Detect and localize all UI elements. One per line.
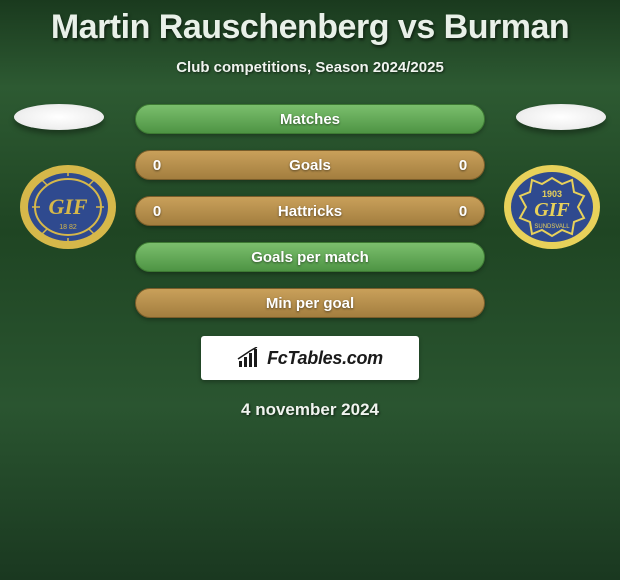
brand-text: FcTables.com xyxy=(267,348,383,369)
row-label: Hattricks xyxy=(278,203,342,220)
svg-text:GIF: GIF xyxy=(48,194,87,219)
row-right-value: 0 xyxy=(456,157,470,174)
svg-text:SUNDSVALL: SUNDSVALL xyxy=(534,224,570,230)
player-right-spot xyxy=(516,104,606,130)
brand-box: FcTables.com xyxy=(201,336,419,380)
subtitle: Club competitions, Season 2024/2025 xyxy=(0,59,620,76)
crest-left-icon: GIF 18 82 xyxy=(18,164,118,250)
club-crest-left: GIF 18 82 xyxy=(18,164,118,250)
player-left-spot xyxy=(14,104,104,130)
date-label: 4 november 2024 xyxy=(0,400,620,420)
row-matches: Matches xyxy=(135,104,485,134)
row-label: Goals per match xyxy=(251,249,369,266)
row-goals: 0 Goals 0 xyxy=(135,150,485,180)
bars-icon xyxy=(237,347,263,369)
row-goals-per-match: Goals per match xyxy=(135,242,485,272)
svg-text:GIF: GIF xyxy=(534,199,570,221)
row-label: Matches xyxy=(280,111,340,128)
row-min-per-goal: Min per goal xyxy=(135,288,485,318)
page-title: Martin Rauschenberg vs Burman xyxy=(0,0,620,47)
row-label: Goals xyxy=(289,157,331,174)
comparison-stage: GIF 18 82 1903 GIF SUNDSVALL Matches 0 G… xyxy=(0,104,620,318)
svg-text:18 82: 18 82 xyxy=(59,224,77,231)
row-label: Min per goal xyxy=(266,295,354,312)
row-right-value: 0 xyxy=(456,203,470,220)
crest-right-icon: 1903 GIF SUNDSVALL xyxy=(502,164,602,250)
row-left-value: 0 xyxy=(150,203,164,220)
row-hattricks: 0 Hattricks 0 xyxy=(135,196,485,226)
row-left-value: 0 xyxy=(150,157,164,174)
club-crest-right: 1903 GIF SUNDSVALL xyxy=(502,164,602,250)
svg-text:1903: 1903 xyxy=(542,189,562,199)
